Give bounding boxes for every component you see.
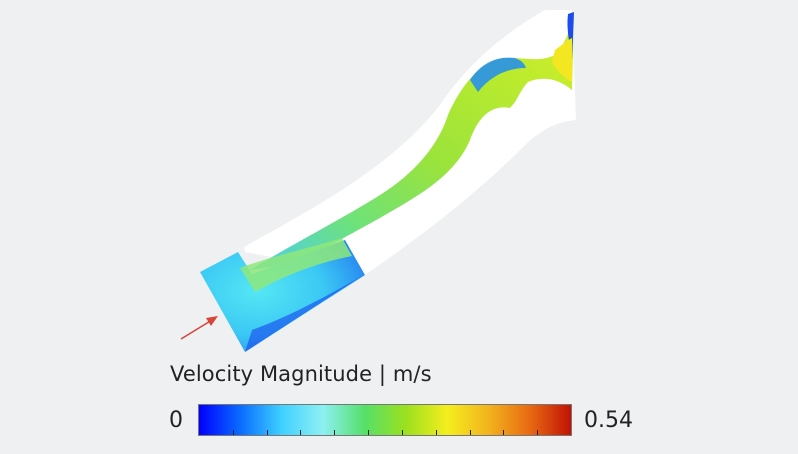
flow-edge-accent — [567, 12, 574, 60]
colorbar-tick — [266, 430, 268, 435]
flow-edge-accent — [470, 57, 526, 92]
colorbar — [198, 404, 572, 436]
pipe-wall — [244, 10, 576, 275]
colorbar-tick — [232, 430, 234, 435]
inlet-low-velocity — [245, 276, 362, 352]
inlet-jet — [240, 238, 352, 292]
colorbar-tick — [401, 430, 403, 435]
flow-hotspot — [552, 38, 572, 82]
colorbar-tick — [469, 430, 471, 435]
colorbar-tick — [537, 430, 539, 435]
legend-title: Velocity Magnitude | m/s — [170, 362, 432, 386]
colorbar-tick — [435, 430, 437, 435]
colorbar-tick — [300, 430, 302, 435]
legend-min-label: 0 — [169, 408, 183, 433]
legend-max-label: 0.54 — [584, 408, 633, 433]
arrow-icon — [180, 316, 218, 340]
colorbar-tick — [334, 430, 336, 435]
colorbar-tick — [503, 430, 505, 435]
colorbar-tick — [368, 430, 370, 435]
